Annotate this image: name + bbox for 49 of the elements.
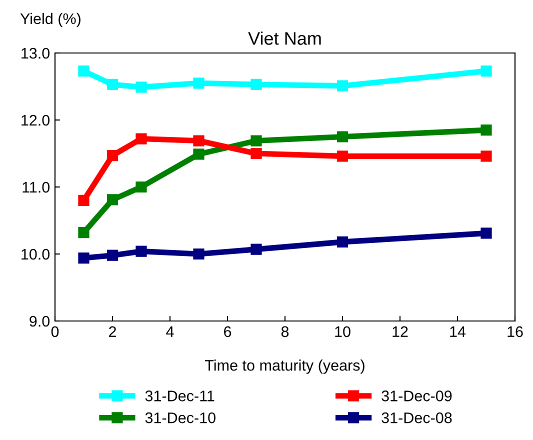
x-tick-label: 12 — [392, 326, 408, 337]
legend-label: 31-Dec-09 — [382, 390, 452, 402]
point — [106, 194, 118, 206]
point — [136, 181, 147, 193]
y-tick-label: 11.0 — [22, 182, 50, 193]
point — [336, 80, 348, 92]
point — [193, 135, 204, 146]
x-tick-label: 2 — [109, 326, 116, 337]
x-tick-label: 6 — [224, 326, 232, 338]
point — [106, 150, 118, 162]
point — [78, 227, 90, 238]
y-axis-title: Yield (%) — [20, 12, 80, 28]
point — [480, 124, 492, 136]
point — [106, 250, 118, 261]
point — [193, 248, 204, 260]
point — [78, 66, 90, 77]
point — [250, 148, 262, 160]
point — [106, 78, 118, 90]
point — [336, 150, 348, 162]
legend-label: 31-Dec-11 — [145, 390, 214, 402]
legend-label: 31-Dec-10 — [145, 412, 216, 424]
point — [336, 236, 348, 248]
y-tick-label: 10.0 — [22, 248, 50, 260]
y-tick-label: 12.0 — [22, 114, 50, 126]
point — [78, 194, 90, 206]
x-tick-label: 10 — [335, 326, 350, 338]
x-tick-label: 8 — [281, 326, 289, 338]
chart-title: Viet Nam — [248, 32, 321, 45]
point — [250, 135, 262, 146]
x-axis-title: Time to maturity (years) — [204, 360, 364, 374]
x-tick-label: 14 — [450, 326, 466, 337]
point — [78, 252, 90, 264]
point — [480, 66, 492, 77]
point — [193, 148, 204, 160]
point — [136, 133, 147, 144]
point — [480, 228, 492, 239]
legend-label: 31-Dec-08 — [382, 412, 452, 424]
point — [136, 246, 147, 257]
y-tick-label: 9.0 — [30, 316, 50, 327]
point — [250, 244, 262, 255]
point — [250, 78, 262, 90]
x-tick-label: 0 — [51, 326, 59, 338]
point — [193, 78, 204, 89]
point — [136, 82, 147, 93]
y-tick-label: 13.0 — [22, 48, 50, 59]
point — [480, 150, 492, 162]
x-tick-label: 16 — [508, 326, 523, 338]
x-tick-label: 4 — [166, 326, 174, 337]
point — [336, 131, 348, 142]
